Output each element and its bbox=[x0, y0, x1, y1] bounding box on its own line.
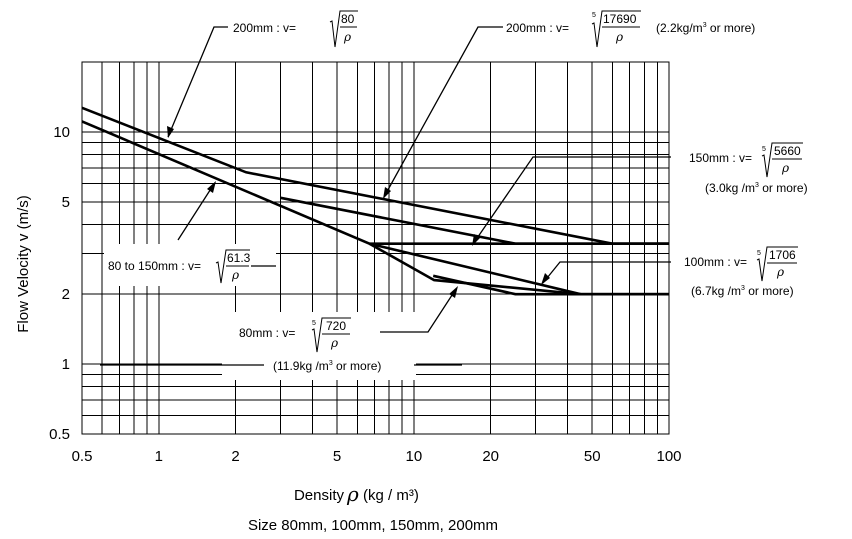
annotation-200mm-low-numerator: 80 bbox=[341, 12, 355, 26]
radical-200mm-high bbox=[591, 10, 641, 48]
x-axis-title-symbol: ρ bbox=[346, 482, 359, 506]
radical-80mm bbox=[311, 317, 351, 353]
annotation-200mm-high-note: (2.2kg/m3 or more) bbox=[656, 21, 755, 35]
annotation-200mm-high-prefix: 200mm : v= bbox=[506, 21, 569, 35]
annotation-150mm-prefix: 150mm : v= bbox=[689, 151, 752, 165]
annotation-80-150mm-prefix: 80 to 150mm : v= bbox=[108, 259, 201, 273]
x-tick-label: 10 bbox=[406, 448, 423, 465]
annotation-200mm-high-note-pre: (2.2kg/m bbox=[656, 21, 703, 35]
arrowhead-200mm-high bbox=[383, 187, 391, 199]
arrowhead-100mm bbox=[541, 273, 550, 285]
radical-150mm bbox=[761, 142, 803, 178]
x-tick-label: 0.5 bbox=[72, 448, 93, 465]
annotation-200mm-high-note-post: or more) bbox=[707, 21, 756, 35]
annotation-80mm-bg bbox=[222, 312, 416, 380]
annotation-100mm-note-post: or more) bbox=[745, 284, 794, 298]
y-axis-title: Flow Velocity v (m/s) bbox=[15, 195, 32, 333]
leader-80-150mm bbox=[177, 183, 215, 241]
annotation-80mm-numerator: 720 bbox=[326, 319, 346, 333]
y-tick-label: 1 bbox=[62, 356, 70, 373]
x-axis-title: Density ρ (kg / m³) bbox=[294, 482, 419, 506]
arrowhead-80mm bbox=[449, 286, 458, 298]
y-tick-label: 0.5 bbox=[49, 426, 70, 443]
x-axis-title-text: Density bbox=[294, 487, 345, 504]
annotation-150mm-note-post: or more) bbox=[759, 181, 808, 195]
x-tick-label: 100 bbox=[656, 448, 681, 465]
annotation-200mm-high-root-index: 5 bbox=[592, 12, 596, 19]
y-tick-label: 5 bbox=[62, 194, 70, 211]
x-tick-label: 1 bbox=[155, 448, 163, 465]
annotation-150mm: 150mm : v= 5 5660 ρ (3.0kg /m3 or more) bbox=[472, 142, 813, 246]
x-tick-label: 5 bbox=[333, 448, 341, 465]
series-layer bbox=[81, 106, 669, 296]
annotation-80-150mm: 80 to 150mm : v= 61.3 ρ bbox=[104, 181, 276, 286]
annotation-80mm-note-post: or more) bbox=[333, 359, 382, 373]
leader-100mm bbox=[542, 261, 680, 284]
series-line-3 bbox=[280, 196, 669, 245]
annotation-200mm-low-prefix: 200mm : v= bbox=[233, 21, 296, 35]
radical-80-150mm bbox=[215, 249, 250, 284]
annotation-100mm-note-sup: 3 bbox=[741, 285, 745, 292]
leader-200mm-low bbox=[167, 26, 228, 138]
annotation-200mm-high-note-sup: 3 bbox=[703, 22, 707, 29]
annotation-100mm-note-pre: (6.7kg /m bbox=[691, 284, 741, 298]
annotation-200mm-high-symbol: ρ bbox=[615, 30, 623, 44]
radical-100mm bbox=[756, 246, 798, 282]
radical-200mm-low bbox=[329, 10, 358, 48]
x-tick-label: 2 bbox=[231, 448, 239, 465]
annotation-200mm-high: 200mm : v= 5 17690 ρ (2.2kg/m3 or more) bbox=[383, 10, 755, 199]
annotation-80mm-note-sup: 3 bbox=[329, 360, 333, 367]
annotation-100mm-prefix: 100mm : v= bbox=[684, 255, 747, 269]
annotation-80mm-root-index: 5 bbox=[312, 320, 316, 327]
annotation-150mm-symbol: ρ bbox=[781, 161, 789, 175]
leader-200mm-high bbox=[383, 26, 503, 198]
annotation-80mm-note-pre: (11.9kg /m bbox=[273, 359, 329, 373]
annotation-100mm: 100mm : v= 5 1706 ρ (6.7kg /m3 or more) bbox=[541, 246, 851, 304]
annotation-100mm-symbol: ρ bbox=[776, 265, 784, 279]
annotation-80mm-note: (11.9kg /m3 or more) bbox=[273, 359, 381, 373]
series-line-4 bbox=[368, 242, 669, 296]
annotation-80-150mm-symbol: ρ bbox=[231, 268, 239, 282]
x-tick-label: 50 bbox=[584, 448, 601, 465]
annotation-80-150mm-bg bbox=[104, 244, 276, 286]
series-line-6 bbox=[432, 274, 669, 296]
y-tick-label: 10 bbox=[53, 124, 70, 141]
annotation-200mm-low: 200mm : v= 80 ρ bbox=[167, 10, 358, 138]
annotation-80mm-symbol: ρ bbox=[330, 336, 338, 350]
leader-80mm bbox=[380, 288, 457, 333]
annotation-100mm-numerator: 1706 bbox=[769, 248, 796, 262]
annotation-80-150mm-numerator: 61.3 bbox=[227, 251, 251, 265]
annotation-150mm-note: (3.0kg /m3 or more) bbox=[705, 181, 808, 195]
arrowhead-80-150mm bbox=[207, 181, 216, 193]
annotation-200mm-high-numerator: 17690 bbox=[603, 12, 637, 26]
annotation-200mm-low-symbol: ρ bbox=[343, 30, 351, 44]
annotation-150mm-note-pre: (3.0kg /m bbox=[705, 181, 755, 195]
arrowhead-200mm-low bbox=[167, 126, 174, 138]
annotation-150mm-root-index: 5 bbox=[762, 146, 766, 153]
tick-labels: 0.5 1 2 5 10 20 50 100 0.5 1 2 5 10 bbox=[49, 124, 681, 465]
annotation-80mm-prefix: 80mm : v= bbox=[239, 326, 295, 340]
annotation-100mm-note: (6.7kg /m3 or more) bbox=[691, 284, 794, 298]
arrowhead-150mm bbox=[472, 234, 480, 246]
leader-150mm bbox=[472, 156, 686, 245]
plot-frame bbox=[81, 61, 670, 435]
annotation-150mm-numerator: 5660 bbox=[774, 144, 801, 158]
x-tick-label: 20 bbox=[482, 448, 499, 465]
chart-caption: Size 80mm, 100mm, 150mm, 200mm bbox=[248, 517, 498, 534]
annotation-150mm-bg bbox=[671, 144, 813, 200]
annotation-80mm: 80mm : v= 5 720 ρ (11.9kg /m3 or more) bbox=[100, 286, 462, 380]
annotation-100mm-root-index: 5 bbox=[757, 250, 761, 257]
series-line-2 bbox=[81, 120, 669, 245]
y-tick-label: 2 bbox=[62, 286, 70, 303]
annotation-150mm-note-sup: 3 bbox=[755, 182, 759, 189]
series-line-5 bbox=[369, 242, 581, 296]
x-axis-title-unit: (kg / m³) bbox=[363, 487, 419, 504]
